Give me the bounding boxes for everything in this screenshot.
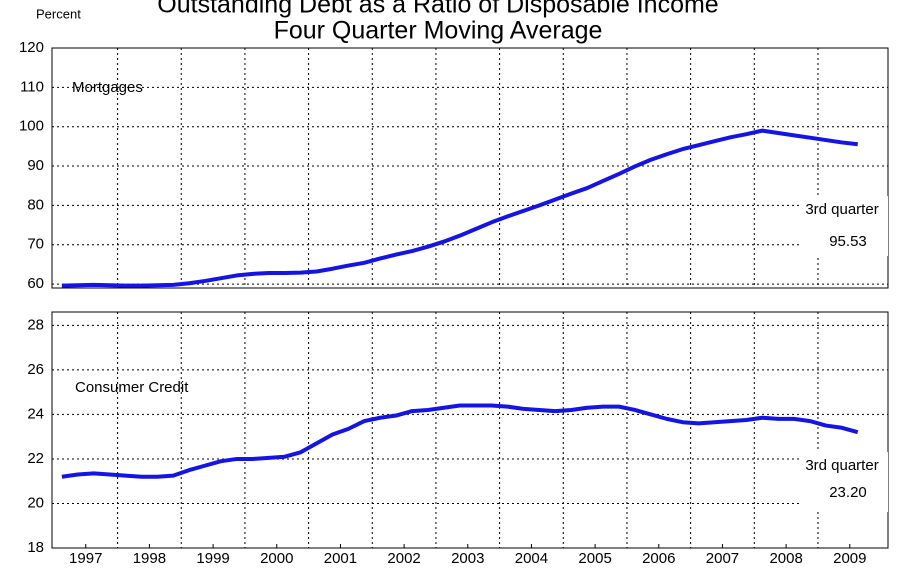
y-tick-label: 90 (27, 157, 44, 174)
x-tick-label: 2005 (578, 550, 611, 567)
chart-title: Outstanding Debt as a Ratio of Disposabl… (157, 0, 718, 19)
series-line (61, 128, 858, 288)
y-axis-label: Percent (36, 6, 81, 21)
note-bg (802, 452, 888, 512)
x-tick-label: 2008 (769, 550, 802, 567)
y-tick-label: 70 (27, 236, 44, 253)
y-tick-label: 100 (19, 118, 44, 135)
y-tick-label: 18 (27, 539, 44, 556)
x-tick-label: 2000 (260, 550, 293, 567)
last-value-label: 95.53 (829, 233, 867, 250)
x-tick-label: 2001 (324, 550, 357, 567)
y-tick-label: 20 (27, 494, 44, 511)
x-tick-label: 2004 (515, 550, 548, 567)
y-tick-label: 26 (27, 361, 44, 378)
last-value-label: 23.20 (829, 484, 867, 501)
note-bg (802, 196, 888, 256)
note: 3rd quarter (805, 457, 878, 474)
y-tick-label: 80 (27, 196, 44, 213)
y-tick-label: 110 (20, 78, 44, 95)
x-tick-label: 1998 (133, 550, 166, 567)
x-tick-label: 2003 (451, 550, 484, 567)
panel-label: Mortgages (72, 79, 143, 96)
x-tick-label: 2009 (833, 550, 866, 567)
plot-frame (51, 311, 889, 549)
y-tick-label: 60 (27, 275, 44, 292)
y-tick-label: 28 (27, 316, 44, 333)
chart-subtitle: Four Quarter Moving Average (274, 17, 603, 45)
panel-label: Consumer Credit (75, 379, 189, 396)
note: 3rd quarter (805, 201, 878, 218)
x-tick-label: 2006 (642, 550, 675, 567)
y-tick-label: 120 (19, 39, 44, 56)
y-tick-label: 24 (27, 405, 44, 422)
y-tick-label: 22 (27, 450, 44, 467)
series-line (61, 403, 859, 479)
x-tick-label: 1997 (69, 550, 102, 567)
x-tick-label: 2002 (387, 550, 420, 567)
x-tick-label: 2007 (706, 550, 739, 567)
plot-frame (51, 47, 889, 289)
x-tick-label: 1999 (196, 550, 229, 567)
